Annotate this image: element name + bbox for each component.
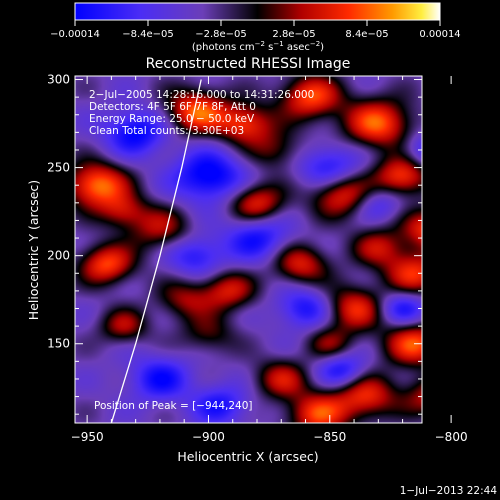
footer-timestamp: 1−Jul−2013 22:44 — [400, 485, 498, 497]
annotation-detectors: Detectors: 4F 5F 6F 7F 8F, Att 0 — [89, 101, 256, 113]
x-tick-label: −800 — [435, 430, 468, 444]
y-axis-label: Heliocentric Y (arcsec) — [26, 180, 41, 320]
x-axis-label: Heliocentric X (arcsec) — [177, 449, 318, 464]
annotation-time: 2−Jul−2005 14:28:16.000 to 14:31:26.000 — [89, 89, 314, 101]
colorbar-unit-label: (photons cm−2 s−1 asec−2) — [192, 40, 324, 53]
annotations: 2−Jul−2005 14:28:16.000 to 14:31:26.000 … — [89, 89, 314, 412]
colorbar-tick-label: −2.8e−05 — [195, 29, 247, 40]
solar-limb-curve — [110, 79, 202, 423]
colorbar-gradient — [74, 2, 441, 21]
y-tick-label: 150 — [47, 337, 70, 351]
chart-title: Reconstructed RHESSI Image — [146, 56, 351, 72]
colorbar-tick-label: 0.00014 — [419, 29, 460, 40]
y-tick-label: 250 — [47, 161, 70, 175]
annotation-peak: Position of Peak = [−944,240] — [94, 400, 253, 412]
x-tick-label: −900 — [192, 430, 225, 444]
plot-frame — [74, 75, 423, 424]
x-tick-label: −950 — [71, 430, 104, 444]
colorbar-tick-label: 8.4e−05 — [345, 29, 388, 40]
colorbar-tick-label: −8.4e−05 — [122, 29, 174, 40]
colorbar: −0.00014 −8.4e−05 −2.8e−05 2.8e−05 8.4e−05 0.… — [50, 2, 461, 53]
y-tick-label: 200 — [47, 249, 70, 263]
y-tick-label: 300 — [47, 73, 70, 87]
heatmap-image — [75, 76, 422, 423]
heatmap-image-frame — [75, 76, 422, 423]
annotation-energy: Energy Range: 25.0 − 50.0 keV — [89, 113, 255, 125]
colorbar-tick-label: −0.00014 — [50, 29, 100, 40]
x-tick-label: −850 — [313, 430, 346, 444]
annotation-clean: Clean Total counts: 3.30E+03 — [89, 125, 244, 137]
colorbar-tick-label: 2.8e−05 — [272, 29, 315, 40]
axis-ticks: −950 −900 −850 −800 150 200 250 300 — [47, 73, 468, 444]
colorbar-ticks: −0.00014 −8.4e−05 −2.8e−05 2.8e−05 8.4e−05 0.… — [50, 20, 461, 40]
